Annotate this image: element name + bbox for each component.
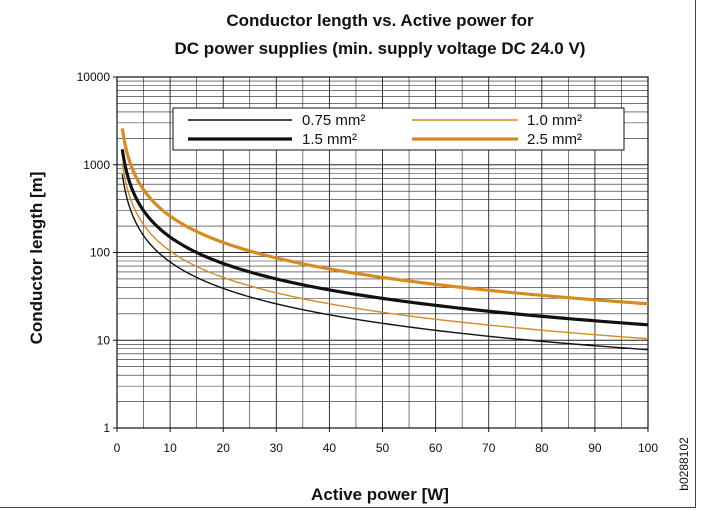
chart-subtitle: DC power supplies (min. supply voltage D…: [175, 39, 586, 58]
x-tick-label: 30: [270, 441, 284, 455]
x-tick-label: 100: [638, 441, 658, 455]
series-line-3: [120, 149, 649, 327]
legend-label-3: 1.5 mm²: [302, 131, 357, 148]
x-tick-label: 40: [323, 441, 337, 455]
y-axis-label: Conductor length [m]: [27, 172, 46, 345]
x-tick-label: 60: [429, 441, 443, 455]
chart-title: Conductor length vs. Active power for: [226, 11, 534, 30]
legend-label-4: 2.5 mm²: [527, 131, 582, 148]
x-tick-labels: 0 10 20 30 40 50 60 70 80 90 100: [114, 428, 658, 455]
x-tick-label: 0: [114, 441, 121, 455]
y-tick-label: 1: [103, 421, 110, 435]
y-tick-label: 10000: [77, 70, 111, 84]
x-tick-label: 10: [163, 441, 177, 455]
y-tick-labels: 1 10 100 1000 10000: [77, 70, 117, 435]
legend-label-1: 0.75 mm²: [302, 112, 365, 129]
series-layer: [120, 128, 649, 351]
x-tick-label: 50: [376, 441, 390, 455]
figure-code: b0288102: [677, 437, 691, 491]
legend-box: [172, 107, 625, 151]
x-tick-label: 90: [588, 441, 602, 455]
y-tick-label: 1000: [83, 158, 110, 172]
legend: 0.75 mm² 1.0 mm² 1.5 mm² 2.5 mm²: [172, 107, 625, 151]
series-line-1: [121, 174, 649, 351]
y-tick-label: 100: [90, 246, 110, 260]
x-tick-label: 70: [482, 441, 496, 455]
legend-label-2: 1.0 mm²: [527, 112, 582, 129]
x-axis-label: Active power [W]: [311, 485, 449, 504]
series-line-4: [120, 128, 649, 306]
x-tick-label: 20: [217, 441, 231, 455]
x-tick-label: 80: [535, 441, 549, 455]
y-tick-label: 10: [97, 333, 111, 347]
series-line-2: [121, 163, 649, 340]
